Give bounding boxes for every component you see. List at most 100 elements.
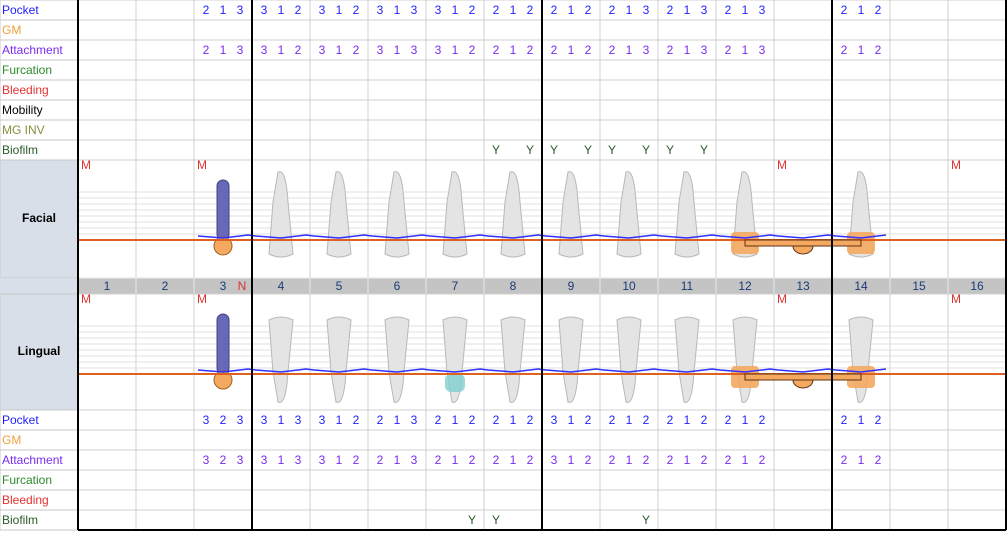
- cell: [773, 489, 833, 511]
- row-label: Attachment: [2, 43, 63, 57]
- cell-value: 2: [469, 413, 476, 427]
- cell-value: 2: [841, 453, 848, 467]
- cell: [947, 59, 1007, 81]
- cell-value: 3: [551, 413, 558, 427]
- tooth: [326, 316, 352, 403]
- cell-value: 2: [609, 413, 616, 427]
- tooth-number: 15: [912, 279, 926, 293]
- cell-value: 1: [742, 3, 749, 17]
- cell: [251, 99, 311, 121]
- cell: [135, 429, 195, 451]
- cell-value: 2: [609, 3, 616, 17]
- row-label: Bleeding: [2, 493, 49, 507]
- cell-value: 1: [394, 453, 401, 467]
- cell: [541, 59, 601, 81]
- cell-value: Y: [468, 513, 476, 527]
- cell-value: 3: [319, 3, 326, 17]
- cell: [135, 449, 195, 471]
- cell-value: 2: [667, 43, 674, 57]
- cell: [715, 119, 775, 141]
- cell: [483, 489, 543, 511]
- cell: [425, 99, 485, 121]
- cell-value: 2: [585, 453, 592, 467]
- tooth-cell: [77, 293, 137, 411]
- cell-value: 1: [510, 453, 517, 467]
- pontic: [792, 245, 814, 255]
- tooth: [268, 316, 294, 403]
- cell: [831, 509, 891, 531]
- tooth: [326, 171, 352, 258]
- tooth-cell: [135, 293, 195, 411]
- cell-value: 2: [609, 43, 616, 57]
- cell-value: 1: [452, 3, 459, 17]
- cell: [309, 79, 369, 101]
- cell: [715, 469, 775, 491]
- cell: [889, 19, 949, 41]
- cell-value: 1: [742, 43, 749, 57]
- cell: [77, 59, 137, 81]
- tooth: [384, 171, 410, 258]
- cell: [599, 489, 659, 511]
- cell: [309, 59, 369, 81]
- cell-value: 2: [701, 413, 708, 427]
- cell: [715, 429, 775, 451]
- cell-value: 3: [319, 43, 326, 57]
- tooth-number: 9: [568, 279, 575, 293]
- cell-value: 3: [551, 453, 558, 467]
- tooth-cell: [947, 293, 1007, 411]
- cell: [947, 409, 1007, 431]
- cell-value: 2: [875, 43, 882, 57]
- tooth: [500, 316, 526, 403]
- tooth-number: 12: [738, 279, 752, 293]
- cell-value: 3: [237, 413, 244, 427]
- cell-value: 2: [353, 453, 360, 467]
- cell: [193, 489, 253, 511]
- cell: [599, 19, 659, 41]
- cell: [889, 79, 949, 101]
- marker: M: [777, 292, 787, 306]
- tooth-number: 16: [970, 279, 984, 293]
- cell-value: 2: [551, 43, 558, 57]
- cell-value: Y: [700, 143, 708, 157]
- tooth-cell: [773, 159, 833, 279]
- cell-value: 1: [336, 453, 343, 467]
- cell: [889, 59, 949, 81]
- cell: [599, 429, 659, 451]
- cell: [831, 139, 891, 161]
- cell-value: 2: [469, 43, 476, 57]
- cell-value: 2: [841, 43, 848, 57]
- cell: [483, 79, 543, 101]
- cell: [889, 99, 949, 121]
- cell: [947, 509, 1007, 531]
- cell: [425, 19, 485, 41]
- tooth-number: 6: [394, 279, 401, 293]
- cell: [773, 429, 833, 451]
- tooth-number: 13: [796, 279, 810, 293]
- tooth-cell: [947, 159, 1007, 279]
- tooth-cell: [77, 159, 137, 279]
- cell: [947, 39, 1007, 61]
- tooth: [384, 316, 410, 403]
- tooth-number: 2: [162, 279, 169, 293]
- cell: [77, 19, 137, 41]
- cell-value: 1: [394, 3, 401, 17]
- cell-value: 3: [759, 43, 766, 57]
- cell-value: 2: [585, 413, 592, 427]
- cell: [831, 119, 891, 141]
- cell-value: 2: [435, 413, 442, 427]
- cell-value: 3: [701, 3, 708, 17]
- cell: [715, 99, 775, 121]
- cell: [657, 469, 717, 491]
- cell: [947, 99, 1007, 121]
- cell-value: 2: [667, 453, 674, 467]
- cell-value: 2: [493, 3, 500, 17]
- tooth: [674, 171, 700, 258]
- cell: [367, 79, 427, 101]
- cell-value: 1: [510, 43, 517, 57]
- cell: [193, 469, 253, 491]
- cell: [309, 489, 369, 511]
- cell: [599, 59, 659, 81]
- implant: [216, 313, 230, 375]
- cell: [77, 489, 137, 511]
- tooth-number: 3: [220, 279, 227, 293]
